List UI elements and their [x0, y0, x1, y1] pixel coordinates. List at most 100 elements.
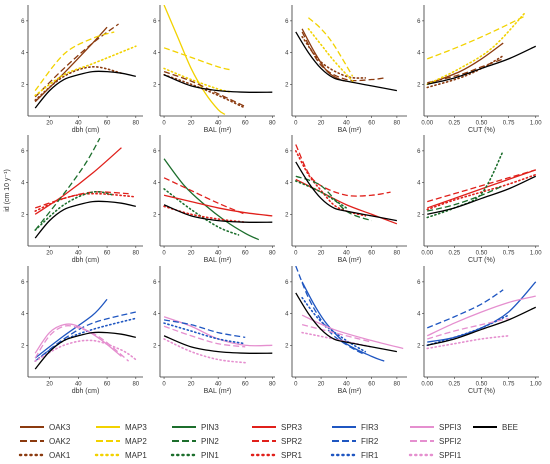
x-tick-label: 40 — [215, 382, 222, 388]
series-line-fir1 — [34, 317, 137, 362]
x-tick-label: 0.75 — [503, 251, 515, 257]
x-tick-label: 80 — [269, 382, 276, 388]
series-line-spfi3 — [426, 295, 536, 337]
x-tick-label: 80 — [394, 382, 401, 388]
legend-label: SPR2 — [281, 437, 302, 446]
y-tick-label: 4 — [153, 312, 157, 318]
x-tick-label: 0.00 — [421, 251, 433, 257]
series-line-bee — [163, 74, 273, 93]
legend-label: FIR3 — [361, 423, 379, 432]
x-tick-label: 0.50 — [476, 382, 488, 388]
x-axis-label: CUT (%) — [468, 388, 495, 395]
series-lines — [426, 12, 537, 89]
series-line-fir2 — [427, 289, 504, 329]
x-tick-label: 60 — [104, 382, 111, 388]
x-tick-label: 20 — [188, 382, 195, 388]
series-line-map1 — [163, 67, 233, 94]
series-line-map3 — [163, 5, 226, 115]
series-line-oak1 — [163, 73, 247, 109]
legend-item-oak3: OAK3 — [20, 423, 71, 432]
x-axis-label: CUT (%) — [468, 127, 495, 134]
legend-label: MAP1 — [125, 451, 147, 460]
series-line-bee — [427, 306, 537, 346]
x-tick-label: 60 — [104, 251, 111, 257]
series-line-spr3 — [427, 169, 536, 209]
panel-r2-c1: 2 4 6 20 40 60 80 dbh (cm) id (cm 10 y⁻¹) — [4, 135, 143, 264]
series-lines — [426, 281, 537, 350]
series-line-oak2 — [427, 58, 504, 84]
legend-label: FIR2 — [361, 437, 379, 446]
legend-item-spr3: SPR3 — [252, 423, 302, 432]
x-tick-label: 60 — [242, 251, 249, 257]
x-tick-label: 20 — [46, 121, 53, 127]
x-tick-label: 20 — [188, 121, 195, 127]
x-tick-label: 0.00 — [421, 382, 433, 388]
x-tick-label: 60 — [104, 121, 111, 127]
x-tick-label: 0.75 — [503, 382, 515, 388]
legend-item-oak1: OAK1 — [18, 451, 71, 460]
y-tick-label: 4 — [417, 312, 421, 318]
x-tick-label: 60 — [368, 251, 375, 257]
x-tick-label: 80 — [132, 121, 139, 127]
series-line-spr1 — [294, 150, 367, 217]
series-lines — [34, 298, 137, 370]
y-tick-label: 4 — [21, 312, 25, 318]
x-tick-label: 80 — [269, 251, 276, 257]
x-axis-label: dbh (cm) — [72, 388, 100, 395]
legend-item-fir1: FIR1 — [330, 451, 379, 460]
series-line-map2 — [34, 31, 115, 92]
series-line-spr1 — [34, 192, 137, 212]
series-line-fir3 — [301, 281, 385, 362]
series-line-spfi2 — [301, 324, 372, 343]
series-line-map1 — [426, 12, 526, 86]
x-tick-label: 40 — [75, 382, 82, 388]
legend-item-spfi2: SPFI2 — [410, 437, 462, 446]
x-axis-label: CUT (%) — [468, 257, 495, 264]
series-line-bee — [427, 45, 537, 85]
series-line-bee — [427, 175, 537, 215]
x-tick-label: 60 — [368, 382, 375, 388]
y-tick-label: 6 — [153, 280, 157, 286]
x-tick-label: 0.50 — [476, 251, 488, 257]
series-line-fir2 — [295, 266, 366, 356]
x-tick-label: 40 — [343, 251, 350, 257]
series-line-oak2 — [301, 31, 385, 82]
y-tick-label: 2 — [153, 82, 157, 88]
y-tick-label: 2 — [153, 212, 157, 218]
y-tick-label: 6 — [21, 149, 25, 155]
legend-label: BEE — [502, 423, 518, 432]
series-line-fir1 — [163, 322, 247, 345]
series-line-fir1 — [301, 296, 367, 353]
x-tick-label: 40 — [215, 121, 222, 127]
x-axis-label: dbh (cm) — [72, 127, 100, 134]
x-tick-label: 80 — [394, 251, 401, 257]
x-tick-label: 40 — [215, 251, 222, 257]
series-line-map2 — [308, 17, 354, 77]
series-line-oak1 — [426, 54, 504, 89]
y-tick-label: 2 — [21, 212, 25, 218]
series-line-pin3 — [163, 158, 260, 241]
series-line-spr2 — [295, 144, 391, 197]
series-line-map1 — [34, 45, 137, 97]
series-line-spr2 — [163, 177, 246, 215]
series-line-spfi2 — [427, 317, 509, 340]
panel-r1-c1: 2 4 6 20 40 60 80 dbh (cm) — [21, 5, 143, 134]
y-tick-label: 4 — [417, 181, 421, 187]
legend-item-pin1: PIN1 — [170, 451, 219, 460]
series-line-oak2 — [163, 70, 246, 108]
series-line-spr3 — [34, 147, 122, 215]
x-tick-label: 0 — [294, 382, 298, 388]
legend: OAK3 MAP3 PIN3 SPR3 FIR3 SPFI3 BEE OAK2 MAP2 PIN2… — [18, 423, 518, 460]
series-lines — [34, 23, 137, 109]
legend-item-map1: MAP1 — [94, 451, 147, 460]
legend-label: MAP3 — [125, 423, 147, 432]
y-tick-label: 6 — [285, 19, 289, 25]
series-line-bee — [34, 70, 136, 109]
y-tick-label: 6 — [417, 19, 421, 25]
series-lines — [294, 144, 398, 225]
panel-r2-c4: 2 4 6 0.00 0.25 0.50 0.75 1.00 CUT (%) — [417, 135, 542, 264]
x-tick-label: 20 — [188, 251, 195, 257]
